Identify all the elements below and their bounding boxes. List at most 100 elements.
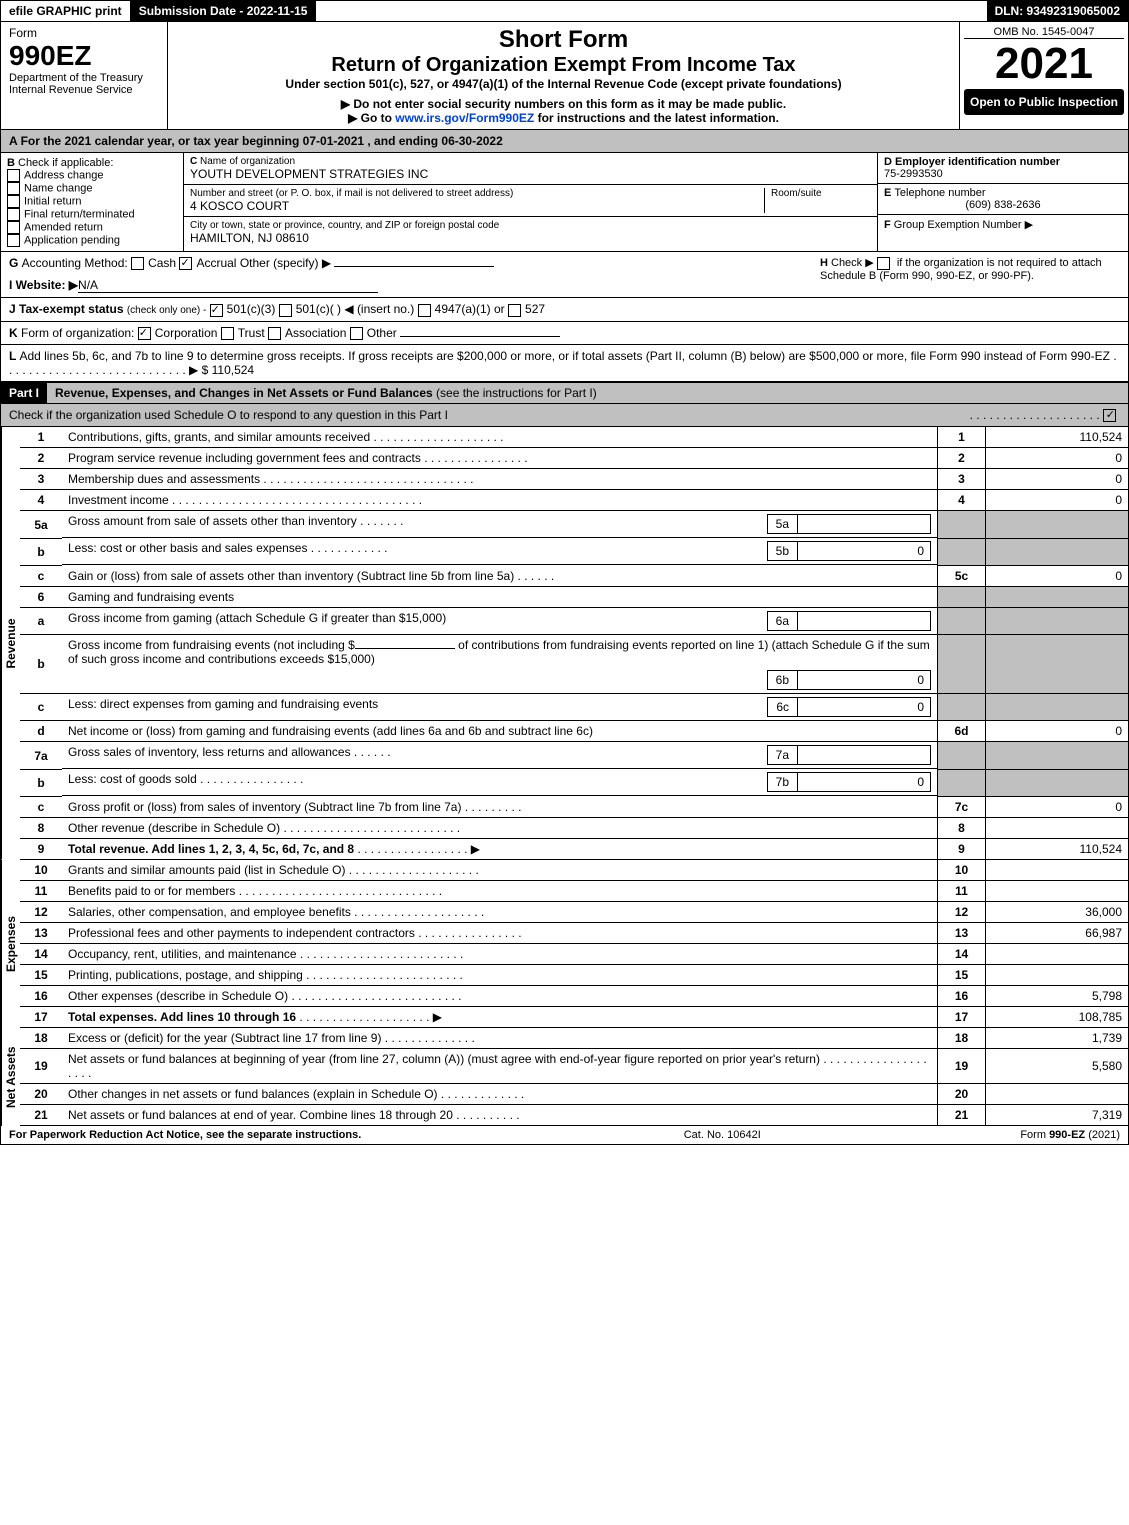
cb-accrual[interactable]	[179, 257, 192, 270]
footer-right-suf: (2021)	[1088, 1129, 1120, 1141]
goto-prefix: ▶ Go to	[348, 111, 395, 125]
l6b-subval: 0	[798, 670, 931, 690]
l7b-sub: 7b	[767, 772, 798, 792]
cb-h[interactable]	[877, 257, 890, 270]
k-o1: Trust	[238, 326, 265, 340]
org-city: HAMILTON, NJ 08610	[190, 231, 871, 245]
cb-name-change[interactable]	[7, 182, 20, 195]
l9-val: 110,524	[986, 838, 1129, 859]
l5b-sub: 5b	[767, 541, 798, 561]
org-name: YOUTH DEVELOPMENT STRATEGIES INC	[190, 167, 871, 181]
b-opt-3: Final return/terminated	[24, 208, 135, 220]
l4-val: 0	[986, 490, 1129, 511]
cb-final-return[interactable]	[7, 208, 20, 221]
b-opt-4: Amended return	[24, 221, 103, 233]
l21-desc: Net assets or fund balances at end of ye…	[68, 1108, 453, 1122]
k-o2: Association	[285, 326, 346, 340]
l15-val	[986, 964, 1129, 985]
cb-cash[interactable]	[131, 257, 144, 270]
l1-desc: Contributions, gifts, grants, and simila…	[68, 430, 370, 444]
b-opt-2: Initial return	[24, 195, 81, 207]
j-o4: 527	[525, 302, 545, 316]
cb-other[interactable]	[350, 327, 363, 340]
cb-amended-return[interactable]	[7, 221, 20, 234]
efile-print-button[interactable]: efile GRAPHIC print	[1, 1, 131, 21]
l8-val	[986, 817, 1129, 838]
part-1-title: Revenue, Expenses, and Changes in Net As…	[55, 386, 433, 400]
l20-val	[986, 1083, 1129, 1104]
cb-association[interactable]	[268, 327, 281, 340]
part-1-header: Part I Revenue, Expenses, and Changes in…	[0, 382, 1129, 404]
l21-val: 7,319	[986, 1104, 1129, 1125]
footer-right-bold: 990-EZ	[1049, 1129, 1085, 1141]
l5c-val: 0	[986, 565, 1129, 586]
part-1-check: Check if the organization used Schedule …	[0, 404, 1129, 427]
l12-desc: Salaries, other compensation, and employ…	[68, 905, 351, 919]
g-label: Accounting Method:	[22, 256, 128, 270]
cb-4947[interactable]	[418, 304, 431, 317]
l6a-subval	[798, 611, 931, 631]
c-room-label: Room/suite	[771, 188, 871, 199]
info-block: B Check if applicable: Address change Na…	[0, 153, 1129, 252]
netassets-label: Net Assets	[1, 1028, 20, 1126]
footer-left: For Paperwork Reduction Act Notice, see …	[9, 1129, 485, 1141]
cb-trust[interactable]	[221, 327, 234, 340]
l6-desc: Gaming and fundraising events	[62, 586, 938, 607]
dln: DLN: 93492319065002	[987, 1, 1128, 21]
k-label: Form of organization:	[21, 326, 134, 340]
form-header: Form 990EZ Department of the Treasury In…	[0, 22, 1129, 130]
l5a-desc: Gross amount from sale of assets other t…	[68, 514, 357, 528]
c-addr-label: Number and street (or P. O. box, if mail…	[190, 188, 764, 199]
c-name-label: Name of organization	[200, 156, 295, 167]
l10-val	[986, 860, 1129, 881]
l6b-pre: Gross income from fundraising events (no…	[68, 638, 355, 652]
l7b-desc: Less: cost of goods sold	[68, 772, 197, 786]
cb-corporation[interactable]	[138, 327, 151, 340]
l19-desc: Net assets or fund balances at beginning…	[68, 1052, 820, 1066]
cb-initial-return[interactable]	[7, 195, 20, 208]
k-o3: Other	[367, 326, 397, 340]
expenses-label: Expenses	[1, 860, 20, 1028]
l19-val: 5,580	[986, 1048, 1129, 1083]
l7a-subval	[798, 745, 931, 765]
tax-year: 2021	[964, 39, 1124, 89]
l13-val: 66,987	[986, 922, 1129, 943]
j-note: (check only one) -	[127, 305, 206, 316]
l16-val: 5,798	[986, 985, 1129, 1006]
irs-link[interactable]: www.irs.gov/Form990EZ	[395, 111, 534, 125]
l18-desc: Excess or (deficit) for the year (Subtra…	[68, 1031, 381, 1045]
l10-desc: Grants and similar amounts paid (list in…	[68, 863, 345, 877]
cb-application-pending[interactable]	[7, 234, 20, 247]
b-opt-1: Name change	[24, 182, 93, 194]
dept-label: Department of the Treasury	[9, 72, 159, 84]
l7b-subval: 0	[798, 772, 931, 792]
cb-527[interactable]	[508, 304, 521, 317]
b-opt-5: Application pending	[24, 234, 120, 246]
cb-501c[interactable]	[279, 304, 292, 317]
cb-schedule-o[interactable]	[1103, 409, 1116, 422]
row-a: A For the 2021 calendar year, or tax yea…	[0, 130, 1129, 153]
l7a-sub: 7a	[767, 745, 798, 765]
g-accrual: Accrual	[196, 256, 236, 270]
l12-val: 36,000	[986, 901, 1129, 922]
ssn-note: ▶ Do not enter social security numbers o…	[176, 97, 951, 111]
irs-label: Internal Revenue Service	[9, 84, 159, 96]
l6c-sub: 6c	[767, 697, 798, 717]
l6c-desc: Less: direct expenses from gaming and fu…	[68, 697, 767, 717]
col-d: D Employer identification number 75-2993…	[877, 153, 1128, 251]
l6c-subval: 0	[798, 697, 931, 717]
cb-address-change[interactable]	[7, 169, 20, 182]
row-k: K Form of organization: Corporation Trus…	[0, 322, 1129, 345]
form-number: 990EZ	[9, 40, 159, 72]
footer-mid: Cat. No. 10642I	[485, 1129, 961, 1141]
l13-desc: Professional fees and other payments to …	[68, 926, 415, 940]
form-label: Form	[9, 26, 159, 40]
row-j: J Tax-exempt status (check only one) - 5…	[0, 298, 1129, 321]
top-bar: efile GRAPHIC print Submission Date - 20…	[0, 0, 1129, 22]
j-o1: 501(c)(3)	[227, 302, 276, 316]
cb-501c3[interactable]	[210, 304, 223, 317]
h-text: Check ▶	[831, 257, 874, 269]
k-o0: Corporation	[155, 326, 218, 340]
j-o3: 4947(a)(1) or	[435, 302, 505, 316]
netassets-table: 18Excess or (deficit) for the year (Subt…	[20, 1028, 1129, 1126]
